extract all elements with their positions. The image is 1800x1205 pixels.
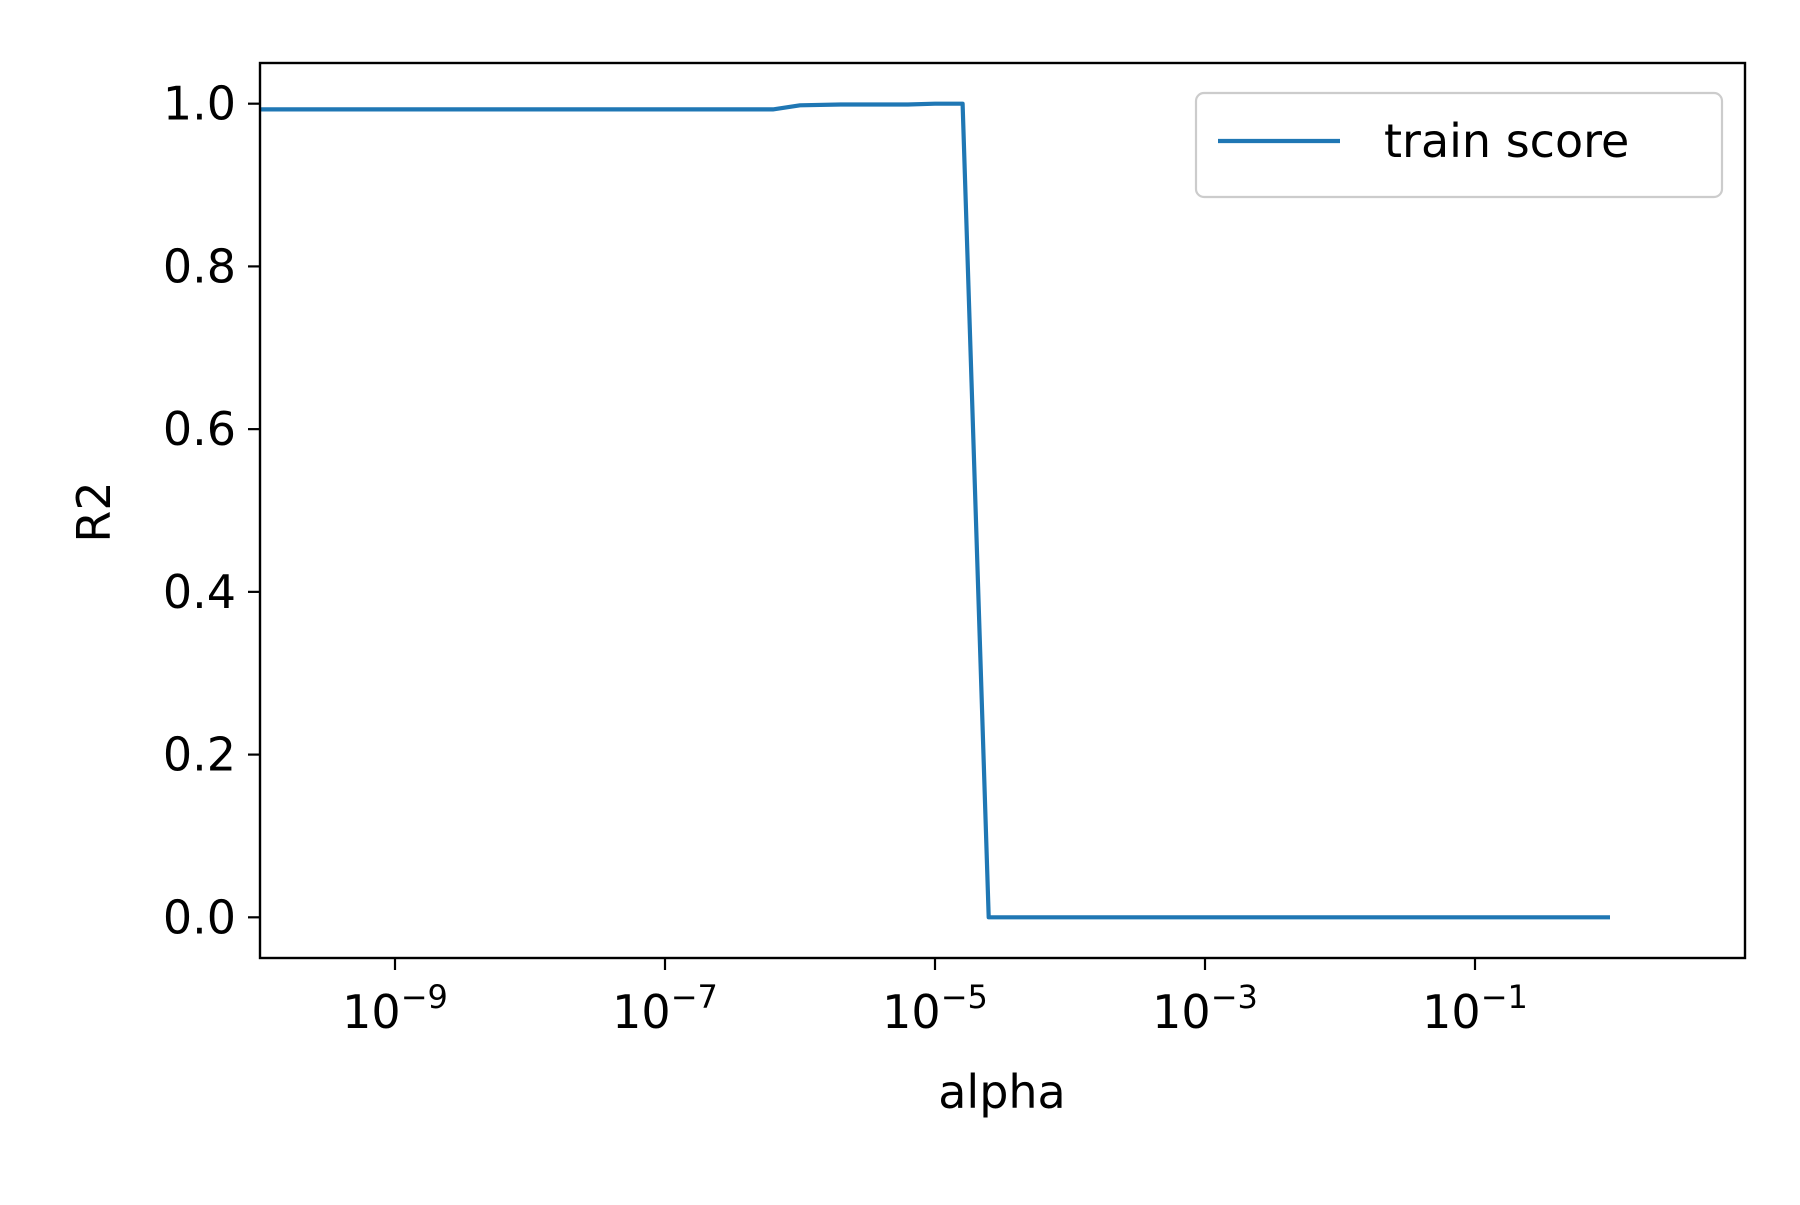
y-tick-label: 0.2: [163, 728, 236, 782]
x-tick-label: 10−5: [882, 978, 988, 1039]
plot-area: [258, 61, 1747, 960]
legend: train score: [1194, 91, 1724, 199]
y-axis-label: R2: [67, 481, 121, 542]
x-tick-label: 10−1: [1422, 978, 1528, 1039]
x-tick-label: 10−9: [342, 978, 448, 1039]
series-line-0: [260, 101, 1610, 920]
y-tick-label: 0.4: [163, 565, 236, 619]
x-tick-label: 10−3: [1152, 978, 1258, 1039]
x-tick-label: 10−7: [612, 978, 718, 1039]
y-tick-label: 1.0: [163, 77, 236, 131]
x-axis-label: alpha: [938, 1065, 1066, 1119]
y-tick-label: 0.8: [163, 239, 236, 293]
y-tick-label: 0.0: [163, 890, 236, 944]
y-axis: 0.0 0.2 0.4 0.6 0.8 1.0: [163, 77, 260, 944]
y-tick-label: 0.6: [163, 402, 236, 456]
legend-label: train score: [1384, 114, 1629, 168]
x-axis: 10−9 10−7 10−5 10−3 10−1: [342, 958, 1528, 1039]
plot-frame: [258, 61, 1747, 960]
legend-box: [1194, 91, 1724, 199]
